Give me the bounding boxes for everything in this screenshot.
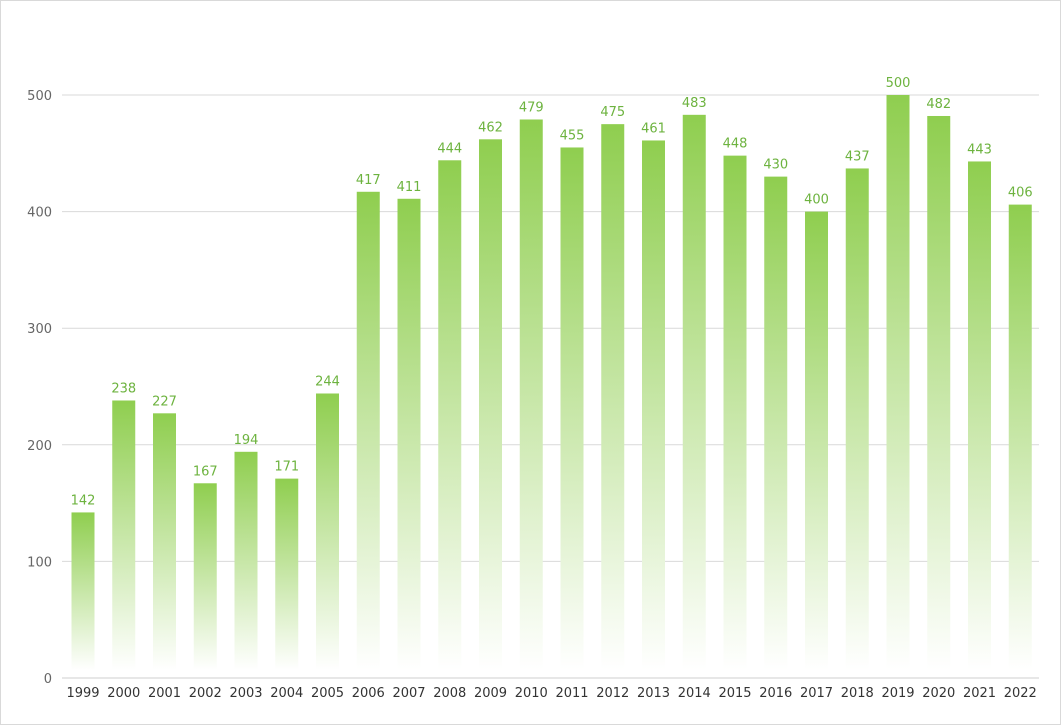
data-label-2016: 430 [763, 158, 788, 173]
bar-2011 [560, 147, 584, 671]
data-label-2009: 462 [478, 120, 503, 135]
bar-2009 [479, 139, 502, 671]
bar-2005 [316, 393, 339, 670]
data-label-2022: 406 [1008, 186, 1033, 201]
data-label-2018: 437 [845, 149, 870, 164]
x-tick-label-2013: 2013 [637, 686, 670, 701]
bar-2007 [397, 198, 421, 671]
y-tick-label: 100 [27, 555, 52, 570]
x-tick-label-2009: 2009 [474, 686, 507, 701]
data-label-2015: 448 [723, 137, 748, 152]
x-tick-label-2010: 2010 [515, 686, 548, 701]
x-tick-label-2008: 2008 [433, 686, 466, 701]
data-label-2000: 238 [111, 381, 136, 396]
bar-2008 [438, 160, 462, 670]
bar-2001 [153, 413, 176, 670]
x-tick-label-1999: 1999 [66, 686, 99, 701]
x-tick-label-2014: 2014 [678, 686, 711, 701]
x-tick-label-2000: 2000 [107, 686, 140, 701]
data-label-2011: 455 [560, 128, 585, 143]
y-tick-label: 300 [27, 322, 52, 337]
bar-1999 [71, 512, 95, 670]
x-tick-label-2011: 2011 [555, 686, 588, 701]
bar-2016 [764, 176, 788, 670]
bar-2018 [845, 168, 869, 670]
y-tick-label: 500 [27, 89, 52, 104]
bar-2015 [723, 155, 747, 670]
bar-2002 [193, 483, 217, 670]
bar-2006 [356, 191, 380, 670]
x-tick-label-2007: 2007 [392, 686, 425, 701]
data-label-1999: 142 [71, 493, 96, 508]
bar-2013 [642, 140, 665, 670]
data-label-2017: 400 [804, 193, 829, 208]
data-label-2020: 482 [926, 97, 951, 112]
labels-layer: 142 1999 238 2000 227 2001 167 2002 194 2003 171 20… [66, 76, 1036, 701]
data-label-2007: 411 [397, 180, 422, 195]
x-tick-label-2006: 2006 [352, 686, 385, 701]
bar-2010 [519, 119, 543, 670]
x-tick-label-2004: 2004 [270, 686, 303, 701]
x-tick-label-2022: 2022 [1004, 686, 1037, 701]
bar-2022 [1008, 204, 1032, 670]
x-tick-label-2020: 2020 [922, 686, 955, 701]
x-tick-label-2019: 2019 [881, 686, 914, 701]
data-label-2005: 244 [315, 374, 340, 389]
bar-2014 [682, 114, 706, 670]
bar-2020 [927, 115, 951, 671]
data-label-2014: 483 [682, 96, 707, 111]
data-label-2006: 417 [356, 173, 381, 188]
y-tick-label: 0 [44, 672, 52, 687]
bars-layer [71, 95, 1032, 671]
x-tick-label-2005: 2005 [311, 686, 344, 701]
data-label-2012: 475 [600, 105, 625, 120]
data-label-2003: 194 [234, 433, 259, 448]
x-tick-label-2016: 2016 [759, 686, 792, 701]
x-tick-label-2017: 2017 [800, 686, 833, 701]
grid-layer: 0 100 200 300 400 500 [27, 89, 1039, 687]
y-tick-label: 200 [27, 439, 52, 454]
y-tick-label: 400 [27, 206, 52, 221]
data-label-2004: 171 [274, 460, 299, 475]
data-label-2021: 443 [967, 142, 992, 157]
bar-2003 [234, 451, 258, 670]
bar-2019 [886, 95, 910, 670]
x-tick-label-2021: 2021 [963, 686, 996, 701]
x-tick-label-2012: 2012 [596, 686, 629, 701]
data-label-2002: 167 [193, 464, 218, 479]
x-tick-label-2001: 2001 [148, 686, 181, 701]
x-tick-label-2015: 2015 [718, 686, 751, 701]
bar-2000 [112, 400, 136, 670]
data-label-2019: 500 [886, 76, 911, 91]
bar-2017 [805, 211, 828, 670]
bar-2021 [968, 161, 991, 670]
data-label-2008: 444 [437, 141, 462, 156]
data-label-2010: 479 [519, 100, 544, 115]
bar-2004 [275, 478, 299, 670]
x-tick-label-2003: 2003 [229, 686, 262, 701]
data-label-2013: 461 [641, 121, 666, 136]
x-tick-label-2018: 2018 [841, 686, 874, 701]
bar-2012 [601, 124, 625, 670]
data-label-2001: 227 [152, 394, 177, 409]
x-tick-label-2002: 2002 [189, 686, 222, 701]
